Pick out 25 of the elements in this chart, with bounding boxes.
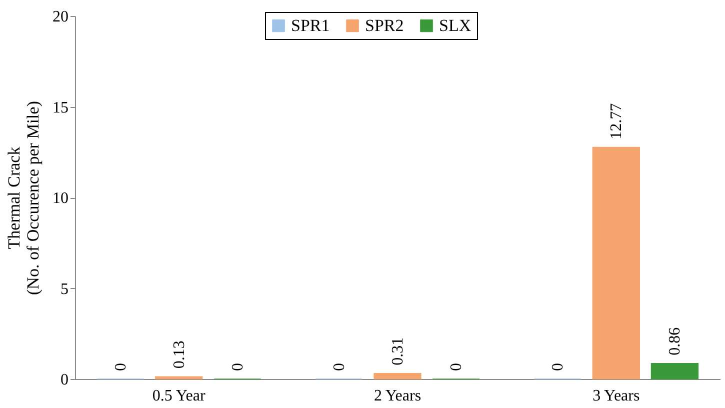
data-label: 0 (550, 363, 567, 371)
bar (592, 146, 640, 380)
y-tick-label: 20 (52, 8, 68, 26)
data-label: 0 (229, 363, 246, 371)
data-label: 0 (112, 363, 130, 371)
y-axis-title: Thermal Crack (No. of Occurence per Mile) (4, 101, 42, 295)
data-label: 0.86 (666, 327, 684, 356)
data-label: 0.31 (390, 337, 406, 366)
y-tick-label: 10 (52, 190, 68, 207)
x-tick-label: 2 Years (374, 388, 422, 404)
bar (650, 362, 699, 380)
data-label: 0 (448, 363, 466, 371)
data-label: 0 (330, 363, 348, 371)
bar (155, 376, 203, 380)
y-tick-label: 15 (52, 99, 68, 116)
x-tick-label: 0.5 Year (152, 388, 206, 404)
data-label: 0.13 (170, 340, 188, 369)
y-tick-label: 0 (60, 372, 68, 388)
legend-label: SLX (439, 16, 472, 35)
data-label: 12.77 (608, 103, 626, 140)
bar (374, 372, 422, 380)
y-tick-label: 5 (60, 280, 68, 298)
legend-label: SPR2 (365, 16, 404, 35)
x-tick-label: 3 Years (592, 388, 640, 404)
legend-label: SPR1 (291, 16, 330, 35)
